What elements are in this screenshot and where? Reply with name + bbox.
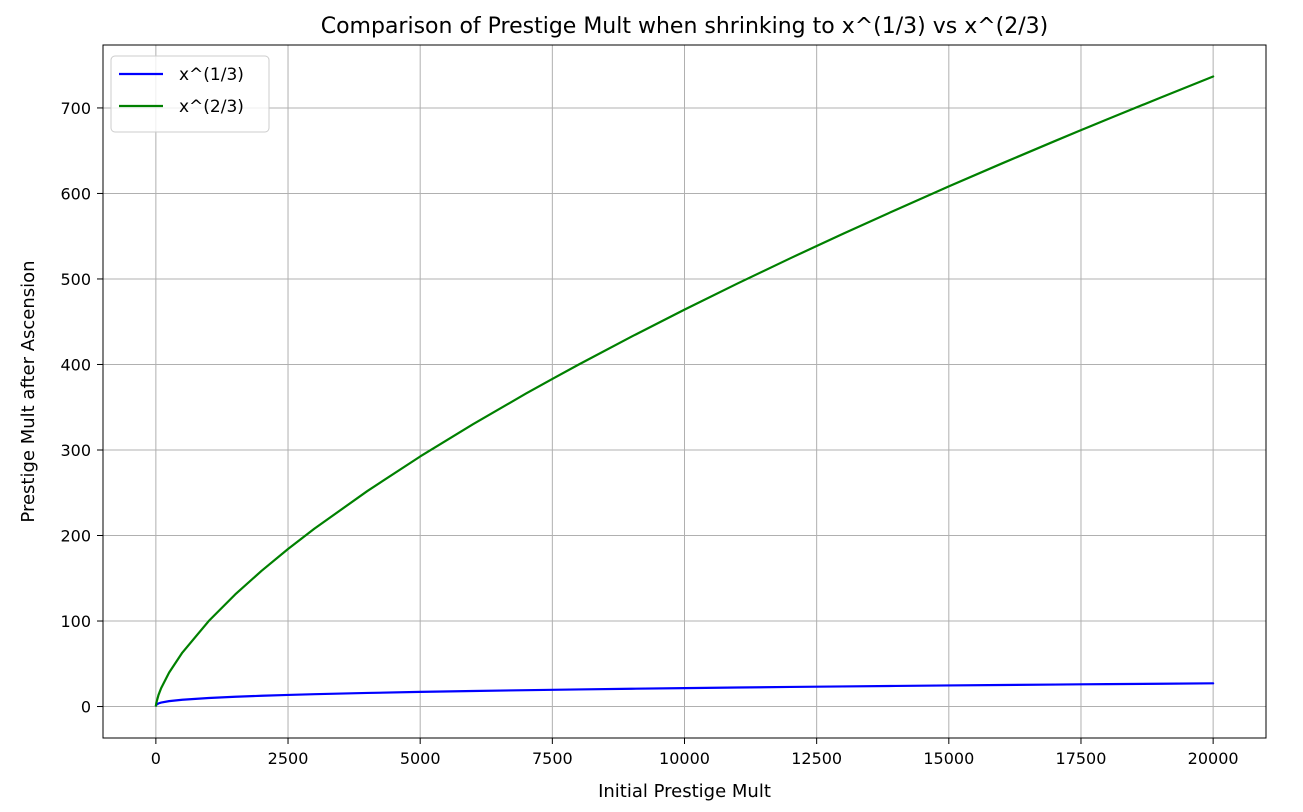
y-tick-label: 500 bbox=[60, 270, 91, 289]
x-tick-label: 20000 bbox=[1188, 749, 1239, 768]
x-tick-label: 10000 bbox=[659, 749, 710, 768]
y-tick-label: 300 bbox=[60, 441, 91, 460]
x-tick-label: 15000 bbox=[923, 749, 974, 768]
x-tick-label: 5000 bbox=[400, 749, 441, 768]
y-tick-label: 600 bbox=[60, 184, 91, 203]
x-tick-label: 2500 bbox=[268, 749, 309, 768]
legend-label-1: x^(1/3) bbox=[179, 65, 244, 85]
x-tick-label: 7500 bbox=[532, 749, 573, 768]
chart-title: Comparison of Prestige Mult when shrinki… bbox=[321, 14, 1049, 39]
series-line-1 bbox=[154, 682, 1215, 707]
y-tick-label: 200 bbox=[60, 527, 91, 546]
legend-items: x^(1/3) x^(2/3) bbox=[119, 65, 244, 117]
x-axis-title: Initial Prestige Mult bbox=[598, 781, 771, 802]
series-line-2 bbox=[154, 75, 1215, 707]
legend-label-2: x^(2/3) bbox=[179, 97, 244, 117]
y-tick-label: 400 bbox=[60, 355, 91, 374]
axis-ticks: 0 2500 5000 7500 10000 12500 15000 17500 20000 0 1… bbox=[60, 99, 1238, 768]
y-tick-label: 100 bbox=[60, 612, 91, 631]
y-axis-title: Prestige Mult after Ascension bbox=[18, 260, 39, 522]
y-tick-label: 700 bbox=[60, 99, 91, 118]
x-tick-label: 17500 bbox=[1056, 749, 1107, 768]
y-tick-label: 0 bbox=[81, 698, 91, 717]
x-tick-label: 0 bbox=[151, 749, 161, 768]
grid bbox=[103, 45, 1266, 738]
series-layer bbox=[154, 75, 1215, 707]
x-tick-label: 12500 bbox=[791, 749, 842, 768]
legend: x^(1/3) x^(2/3) bbox=[110, 55, 270, 133]
